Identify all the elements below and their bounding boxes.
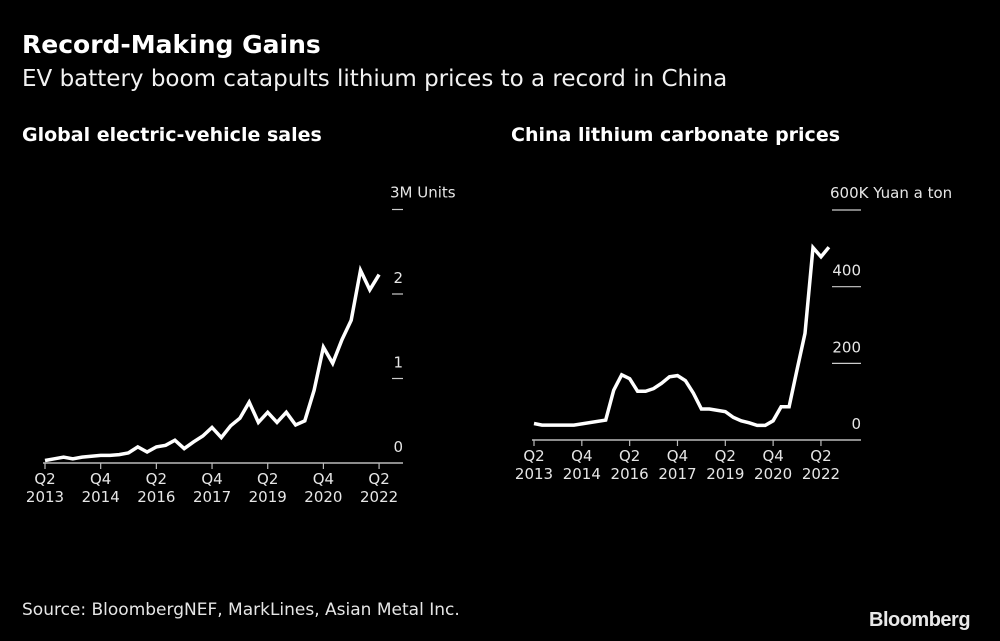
y-tick-label: 200 [832,338,861,356]
bloomberg-logo: Bloomberg [869,609,971,631]
x-tick-label-year: 2014 [563,465,601,483]
chart-title-lithium-prices: China lithium carbonate prices [511,124,841,146]
x-tick-label-year: 2022 [360,488,398,506]
x-tick-label-quarter: Q2 [523,447,544,465]
y-tick-label: 1 [393,354,403,372]
chart-ev-sales: 3M Units210Q22013Q42014Q22016Q42017Q2201… [26,184,456,507]
page-title: Record-Making Gains [22,30,321,59]
x-tick-label-quarter: Q2 [810,447,831,465]
x-tick-label-year: 2017 [193,488,231,506]
x-tick-label-year: 2019 [706,465,744,483]
x-tick-label-year: 2017 [658,465,696,483]
x-tick-label-quarter: Q2 [619,447,640,465]
chart-lithium-prices: 600K Yuan a ton4002000Q22013Q42014Q22016… [515,184,952,483]
x-tick-label-quarter: Q4 [201,470,222,488]
page-subtitle: EV battery boom catapults lithium prices… [22,66,728,92]
series-line [44,264,381,463]
series-line [533,243,831,428]
x-tick-label-quarter: Q2 [34,470,55,488]
x-tick-label-year: 2020 [304,488,342,506]
x-tick-label-quarter: Q4 [90,470,111,488]
y-tick-label: 600K Yuan a ton [830,184,952,202]
x-tick-label-quarter: Q2 [146,470,167,488]
y-tick-label: 400 [832,262,861,280]
y-tick-label: 2 [393,269,403,287]
x-tick-label-quarter: Q2 [257,470,278,488]
x-tick-label-quarter: Q4 [762,447,783,465]
x-tick-label-year: 2019 [249,488,287,506]
x-tick-label-year: 2013 [515,465,553,483]
x-tick-label-quarter: Q2 [715,447,736,465]
x-tick-label-quarter: Q2 [368,470,389,488]
x-tick-label-year: 2016 [137,488,175,506]
x-tick-label-year: 2013 [26,488,64,506]
source-note: Source: BloombergNEF, MarkLines, Asian M… [22,600,460,620]
chart-title-ev-sales: Global electric-vehicle sales [22,124,322,146]
x-tick-label-quarter: Q4 [313,470,334,488]
y-tick-label: 0 [851,415,861,433]
x-tick-label-quarter: Q4 [667,447,688,465]
y-tick-label: 3M Units [390,184,456,202]
x-tick-label-quarter: Q4 [571,447,592,465]
y-tick-label: 0 [393,438,403,456]
x-tick-label-year: 2016 [611,465,649,483]
x-tick-label-year: 2014 [82,488,120,506]
x-tick-label-year: 2020 [754,465,792,483]
x-tick-label-year: 2022 [802,465,840,483]
